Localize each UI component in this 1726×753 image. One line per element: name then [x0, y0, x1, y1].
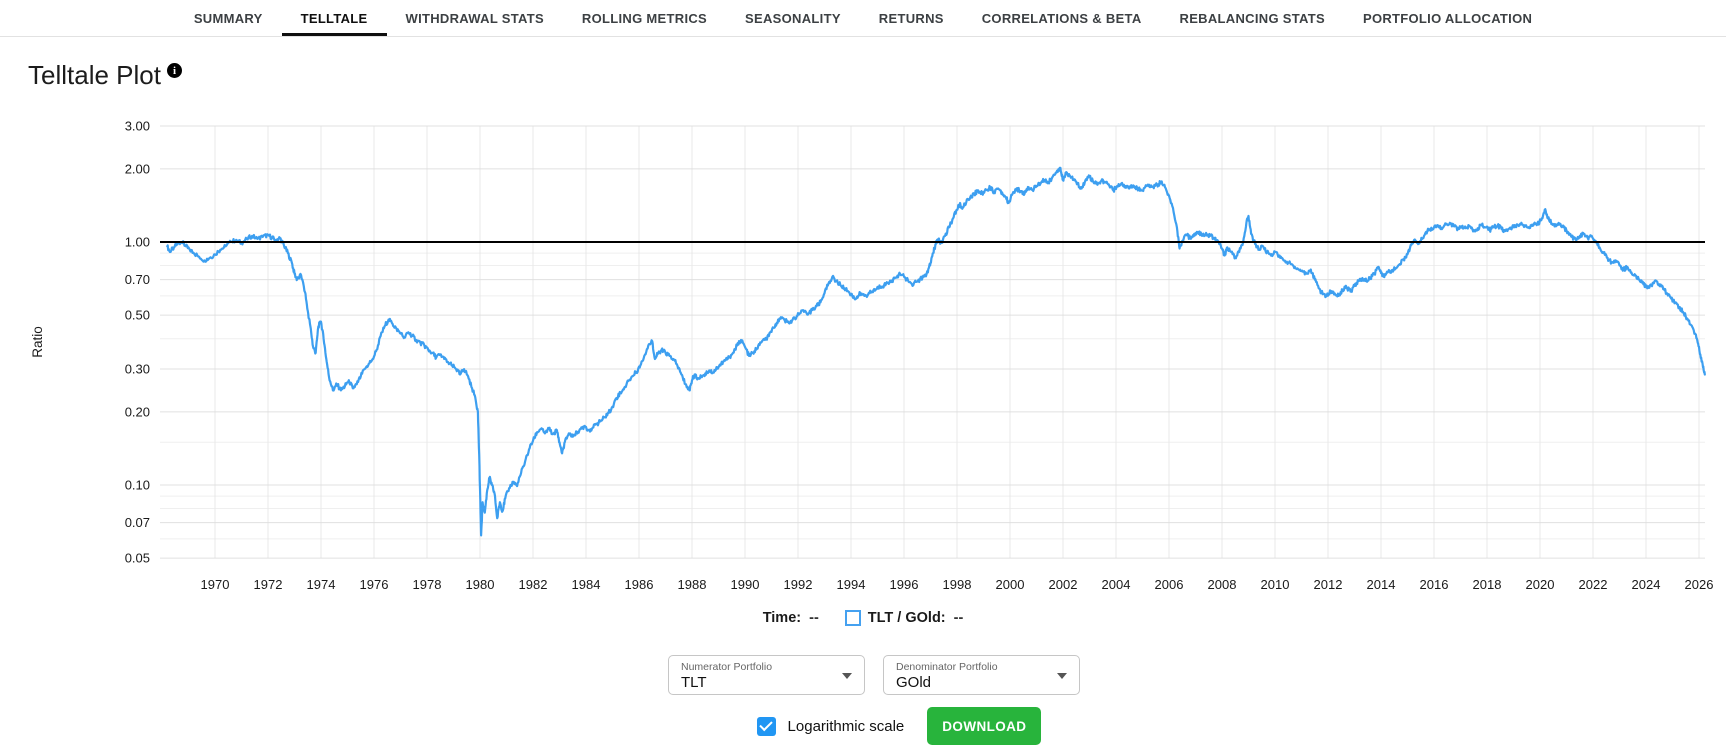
numerator-portfolio-value: TLT	[681, 674, 707, 691]
numerator-portfolio-label: Numerator Portfolio	[681, 661, 773, 673]
y-tick-label: 0.50	[125, 308, 150, 323]
x-tick-label: 1984	[572, 577, 601, 592]
y-tick-label: 0.10	[125, 478, 150, 493]
x-tick-label: 1980	[466, 577, 495, 592]
series-legend-marker-icon[interactable]	[844, 610, 861, 626]
tab-returns[interactable]: RETURNS	[878, 10, 944, 26]
x-tick-label: 1974	[307, 577, 336, 592]
y-tick-label: 1.00	[125, 235, 150, 250]
logarithmic-scale-label: Logarithmic scale	[787, 717, 905, 735]
ratio-series-line	[166, 166, 1706, 537]
x-tick-label: 1998	[943, 577, 972, 592]
x-tick-label: 2026	[1685, 577, 1714, 592]
chart-legend: Time: -- TLT / GOld: --	[0, 610, 1726, 626]
y-tick-label: 3.00	[125, 119, 150, 134]
y-axis-title: Ratio	[30, 326, 45, 358]
chevron-down-icon	[1057, 673, 1067, 679]
x-tick-label: 1988	[678, 577, 707, 592]
x-tick-label: 1990	[731, 577, 760, 592]
x-tick-label: 1978	[413, 577, 442, 592]
download-button[interactable]: DOWNLOAD	[927, 707, 1042, 745]
plot-area[interactable]	[160, 126, 1705, 558]
x-tick-label: 2014	[1367, 577, 1396, 592]
x-tick-label: 2006	[1155, 577, 1184, 592]
tab-seasonality[interactable]: SEASONALITY	[745, 10, 841, 26]
x-axis-tick-labels: 1970 1972 1974 1976 1978 1980 1982 1984 1986 1988…	[201, 577, 1714, 592]
x-tick-label: 2008	[1208, 577, 1237, 592]
tab-rolling-metrics[interactable]: ROLLING METRICS	[581, 10, 708, 26]
x-tick-label: 2024	[1632, 577, 1661, 592]
page-title-row: Telltale Plot i	[28, 60, 182, 90]
tab-rebalancing-stats[interactable]: REBALANCING STATS	[1179, 10, 1325, 26]
x-tick-label: 2016	[1420, 577, 1449, 592]
logarithmic-scale-checkbox[interactable]	[756, 716, 776, 736]
x-tick-label: 2010	[1261, 577, 1290, 592]
telltale-chart[interactable]: 3.00 2.00 1.00 0.70 0.50 0.30 0.20 0.10 0.07 0.05…	[0, 100, 1726, 608]
chart-options-row: Logarithmic scale DOWNLOAD	[36, 707, 1726, 745]
x-tick-label: 1970	[201, 577, 230, 592]
x-tick-label: 2004	[1102, 577, 1131, 592]
x-tick-label: 2018	[1473, 577, 1502, 592]
tab-telltale[interactable]: TELLTALE	[281, 0, 387, 36]
denominator-portfolio-select[interactable]: Denominator Portfolio GOld	[883, 655, 1080, 695]
y-gridlines-minor	[160, 252, 1705, 540]
x-tick-label: 2002	[1049, 577, 1078, 592]
x-tick-label: 2022	[1579, 577, 1608, 592]
x-tick-label: 1976	[360, 577, 389, 592]
x-tick-label: 1996	[890, 577, 919, 592]
tab-withdrawal-stats[interactable]: WITHDRAWAL STATS	[405, 10, 544, 26]
check-icon	[759, 717, 773, 732]
y-tick-label: 0.05	[125, 551, 150, 566]
y-tick-label: 0.70	[125, 272, 150, 287]
x-tick-label: 1982	[519, 577, 548, 592]
tab-summary[interactable]: SUMMARY	[193, 10, 263, 26]
numerator-portfolio-select[interactable]: Numerator Portfolio TLT	[668, 655, 865, 695]
y-tick-label: 2.00	[125, 161, 150, 176]
legend-time-label: Time:	[762, 610, 802, 626]
x-tick-label: 2012	[1314, 577, 1343, 592]
chevron-down-icon	[842, 673, 852, 679]
tab-bar: SUMMARY TELLTALE WITHDRAWAL STATS ROLLING M…	[0, 0, 1726, 37]
tab-correlations-beta[interactable]: CORRELATIONS & BETA	[981, 10, 1142, 26]
denominator-portfolio-value: GOld	[896, 674, 932, 691]
denominator-portfolio-label: Denominator Portfolio	[896, 661, 998, 673]
portfolio-selectors: Numerator Portfolio TLT Denominator Port…	[11, 655, 1726, 695]
x-tick-label: 1972	[254, 577, 283, 592]
y-tick-label: 0.20	[125, 404, 150, 419]
tab-portfolio-allocation[interactable]: PORTFOLIO ALLOCATION	[1362, 10, 1533, 26]
x-tick-label: 1992	[784, 577, 813, 592]
legend-series-label: TLT / GOld:	[867, 610, 946, 626]
legend-time-value: --	[809, 610, 819, 626]
page-title: Telltale Plot	[28, 60, 161, 90]
info-icon[interactable]: i	[166, 63, 182, 78]
y-axis-tick-labels: 3.00 2.00 1.00 0.70 0.50 0.30 0.20 0.10 0.07 0.05	[125, 119, 150, 566]
x-tick-label: 1994	[837, 577, 866, 592]
legend-series-value: --	[953, 610, 964, 626]
x-tick-label: 1986	[625, 577, 654, 592]
y-tick-label: 0.07	[125, 515, 150, 530]
y-tick-label: 0.30	[125, 362, 150, 377]
x-tick-label: 2000	[996, 577, 1025, 592]
x-tick-label: 2020	[1526, 577, 1555, 592]
